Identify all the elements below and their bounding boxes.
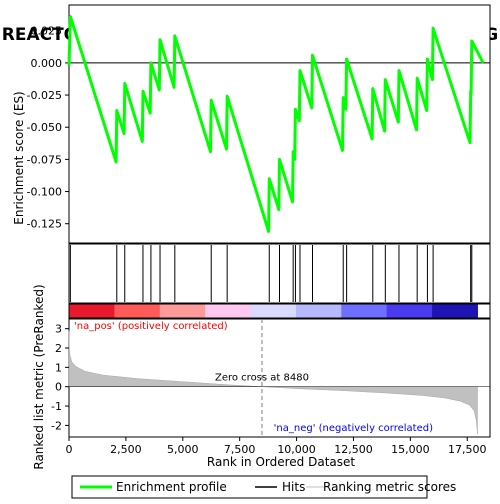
rank-plot-frame — [68, 318, 491, 438]
legend-frame — [71, 475, 428, 499]
es-y-tick-label: -0.100 — [27, 186, 62, 199]
legend-ranking-metric-label: Ranking metric scores — [323, 480, 456, 494]
band-frame — [68, 303, 491, 319]
positive-correlation-label: 'na_pos' (positively correlated) — [74, 321, 228, 332]
x-tick-label: 12,500 — [334, 443, 373, 456]
x-axis-label: Rank in Ordered Dataset — [207, 455, 355, 469]
negative-correlation-label: 'na_neg' (negatively correlated) — [274, 423, 433, 434]
legend: Enrichment profile Hits Ranking metric sco… — [71, 475, 456, 499]
x-tick-label: 17,500 — [448, 443, 487, 456]
rank-y-axis-label: Ranked list metric (PreRanked) — [32, 284, 46, 469]
legend-hits-label: Hits — [282, 480, 305, 494]
es-y-tick-label: -0.050 — [27, 121, 62, 134]
x-tick-label: 15,000 — [391, 443, 430, 456]
band-segment — [205, 304, 252, 318]
ranked-list-panel: Zero cross at 8480 'na_pos' (positively c… — [51, 318, 491, 456]
rank-y-tick-label: 2 — [55, 342, 62, 355]
x-tick-label: 7,500 — [224, 443, 256, 456]
es-y-axis-label: Enrichment score (ES) — [12, 91, 26, 224]
es-panel: 0.025 0.000 -0.025 -0.050 -0.075 -0.100 -0.125 — [27, 4, 491, 244]
band-segment — [159, 304, 206, 318]
es-y-tick-label: 0.025 — [31, 25, 63, 38]
rank-y-tick-label: -1 — [51, 400, 62, 413]
band-segment — [386, 304, 433, 318]
legend-enrichment-profile-label: Enrichment profile — [116, 480, 227, 494]
rank-y-tick-label: 0 — [55, 381, 62, 394]
x-tick-label: 0 — [66, 443, 73, 456]
ranking-metric-area — [68, 330, 478, 435]
es-y-tick-label: -0.025 — [27, 89, 62, 102]
rank-y-tick-label: 1 — [55, 361, 62, 374]
enrichment-profile-line — [67, 15, 485, 233]
band-segment — [295, 304, 342, 318]
es-y-tick-label: 0.000 — [31, 57, 63, 70]
band-segment — [341, 304, 388, 318]
band-segment — [432, 304, 478, 318]
x-tick-label: 2,500 — [110, 443, 142, 456]
ranking-color-band — [68, 303, 491, 319]
zero-cross-label: Zero cross at 8480 — [215, 373, 309, 384]
band-segment — [114, 304, 161, 318]
rank-y-tick-label: -2 — [51, 419, 62, 432]
band-segment — [250, 304, 297, 318]
x-tick-label: 10,000 — [277, 443, 316, 456]
band-segment — [69, 304, 115, 318]
es-y-tick-label: -0.075 — [27, 153, 62, 166]
x-tick-label: 5,000 — [167, 443, 199, 456]
hits-panel — [68, 243, 491, 304]
rank-y-tick-label: 3 — [55, 323, 62, 336]
es-y-tick-label: -0.125 — [27, 218, 62, 231]
